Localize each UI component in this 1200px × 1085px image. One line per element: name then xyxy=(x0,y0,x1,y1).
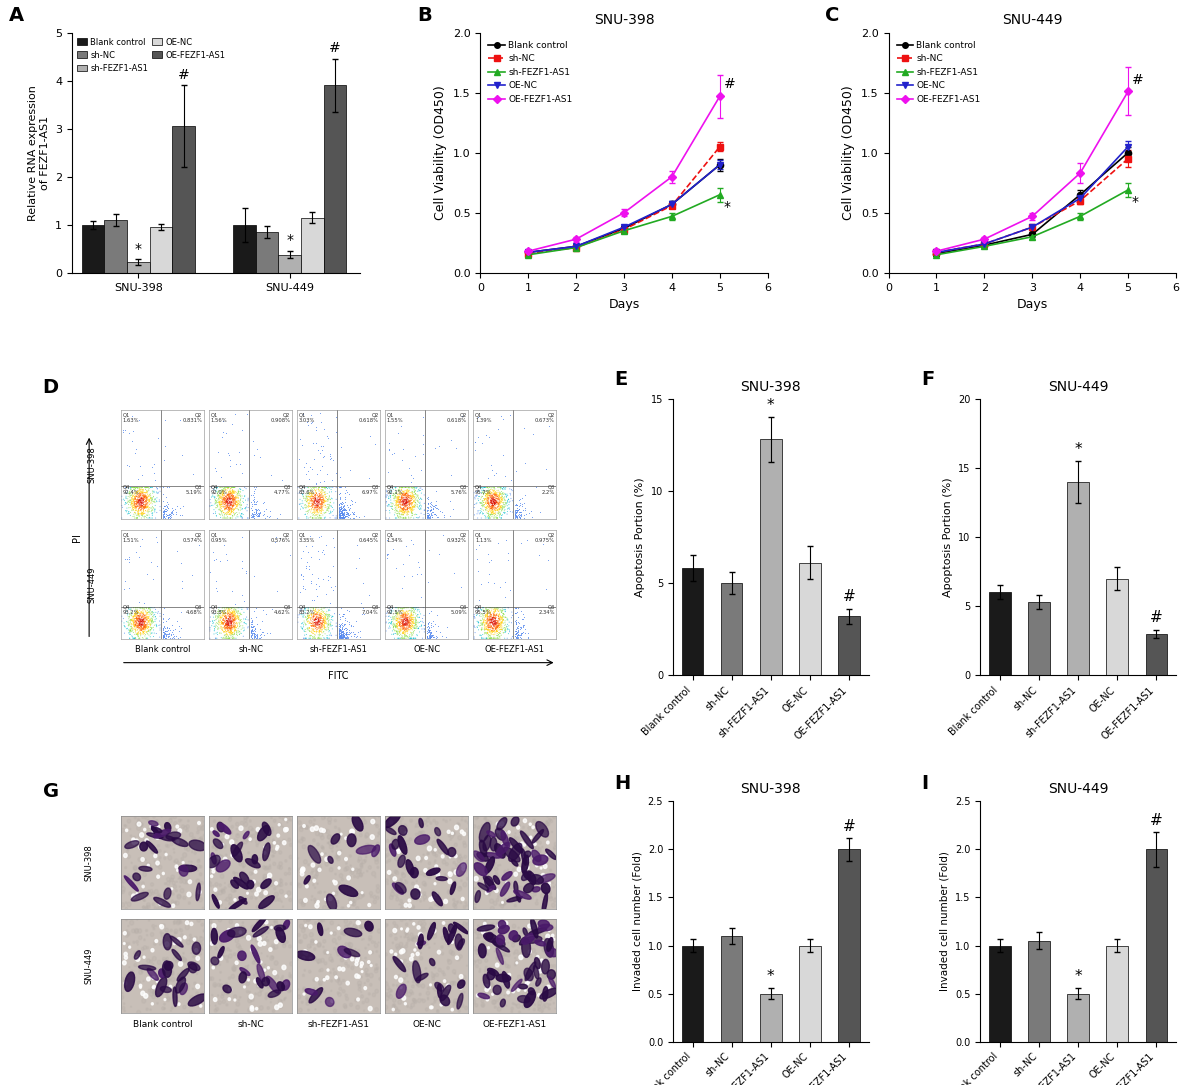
Y-axis label: Relative RNA expression
of FEZF1-AS1: Relative RNA expression of FEZF1-AS1 xyxy=(28,85,49,220)
Bar xyxy=(324,86,347,272)
Text: C: C xyxy=(826,5,840,25)
Title: SNU-449: SNU-449 xyxy=(1002,13,1062,27)
Text: #: # xyxy=(842,589,856,604)
Bar xyxy=(760,994,781,1042)
Text: *: * xyxy=(287,233,293,247)
Bar xyxy=(839,850,859,1042)
Text: E: E xyxy=(614,370,628,390)
Bar xyxy=(760,439,781,675)
Title: SNU-449: SNU-449 xyxy=(1048,380,1109,394)
Text: H: H xyxy=(614,775,630,793)
Text: #: # xyxy=(178,67,190,81)
Legend: Blank control, sh-NC, sh-FEZF1-AS1, OE-NC, OE-FEZF1-AS1: Blank control, sh-NC, sh-FEZF1-AS1, OE-N… xyxy=(893,37,984,107)
Text: #: # xyxy=(724,77,736,91)
Text: #: # xyxy=(1132,73,1144,87)
Text: #: # xyxy=(1150,611,1163,625)
Bar xyxy=(721,583,743,675)
Text: #: # xyxy=(842,819,856,834)
Text: *: * xyxy=(767,969,775,984)
Bar xyxy=(1146,634,1168,675)
Text: sh-NC: sh-NC xyxy=(238,1020,264,1029)
Bar xyxy=(172,126,194,272)
Text: *: * xyxy=(1132,194,1139,208)
Bar xyxy=(1146,850,1168,1042)
Text: OE-FEZF1-AS1: OE-FEZF1-AS1 xyxy=(485,644,545,654)
Title: SNU-398: SNU-398 xyxy=(740,380,802,394)
Y-axis label: Apoptosis Portion (%): Apoptosis Portion (%) xyxy=(635,477,646,597)
Text: *: * xyxy=(1074,442,1082,457)
Text: G: G xyxy=(43,781,59,801)
Bar xyxy=(989,592,1010,675)
Bar xyxy=(1028,602,1050,675)
Text: Blank control: Blank control xyxy=(133,1020,192,1029)
Text: I: I xyxy=(922,775,929,793)
Text: #: # xyxy=(1150,814,1163,828)
Y-axis label: Cell Viability (OD450): Cell Viability (OD450) xyxy=(434,86,448,220)
Text: Blank control: Blank control xyxy=(134,644,191,654)
X-axis label: Days: Days xyxy=(608,298,640,311)
Title: SNU-398: SNU-398 xyxy=(740,782,802,796)
Text: *: * xyxy=(134,242,142,255)
Text: OE-NC: OE-NC xyxy=(413,1020,442,1029)
Legend: Blank control, sh-NC, sh-FEZF1-AS1, OE-NC, OE-FEZF1-AS1: Blank control, sh-NC, sh-FEZF1-AS1, OE-N… xyxy=(485,37,576,107)
Bar xyxy=(150,227,172,272)
Title: SNU-449: SNU-449 xyxy=(1048,782,1109,796)
Text: sh-NC: sh-NC xyxy=(238,644,263,654)
Y-axis label: Invaded cell number (Fold): Invaded cell number (Fold) xyxy=(940,852,949,992)
Bar xyxy=(799,945,821,1042)
Text: D: D xyxy=(43,379,59,397)
Bar xyxy=(721,936,743,1042)
Bar xyxy=(682,569,703,675)
Bar xyxy=(989,945,1010,1042)
Text: *: * xyxy=(1074,969,1082,984)
Legend: Blank control, sh-NC, sh-FEZF1-AS1, OE-NC, OE-FEZF1-AS1: Blank control, sh-NC, sh-FEZF1-AS1, OE-N… xyxy=(76,37,227,74)
Bar xyxy=(1067,994,1088,1042)
Bar xyxy=(104,220,127,272)
Text: OE-FEZF1-AS1: OE-FEZF1-AS1 xyxy=(482,1020,547,1029)
Bar xyxy=(256,232,278,272)
Bar xyxy=(82,225,104,272)
Bar xyxy=(1028,941,1050,1042)
Text: F: F xyxy=(922,370,935,390)
Text: *: * xyxy=(767,398,775,412)
Bar xyxy=(301,217,324,272)
Bar xyxy=(682,945,703,1042)
Text: #: # xyxy=(329,41,341,55)
Y-axis label: Cell Viability (OD450): Cell Viability (OD450) xyxy=(842,86,856,220)
Text: sh-FEZF1-AS1: sh-FEZF1-AS1 xyxy=(307,1020,370,1029)
Bar xyxy=(799,563,821,675)
Y-axis label: Apoptosis Portion (%): Apoptosis Portion (%) xyxy=(943,477,953,597)
Bar xyxy=(233,225,256,272)
Text: B: B xyxy=(418,5,432,25)
Bar xyxy=(1106,578,1128,675)
Bar xyxy=(127,263,150,272)
Text: sh-FEZF1-AS1: sh-FEZF1-AS1 xyxy=(310,644,367,654)
Text: A: A xyxy=(8,5,24,25)
Bar xyxy=(839,616,859,675)
Bar xyxy=(1067,482,1088,675)
Bar xyxy=(278,255,301,272)
Bar xyxy=(1106,945,1128,1042)
Text: FITC: FITC xyxy=(329,671,349,681)
Text: OE-NC: OE-NC xyxy=(413,644,440,654)
Y-axis label: Invaded cell number (Fold): Invaded cell number (Fold) xyxy=(632,852,642,992)
Title: SNU-398: SNU-398 xyxy=(594,13,654,27)
Text: PI: PI xyxy=(72,533,82,541)
X-axis label: Days: Days xyxy=(1016,298,1048,311)
Text: *: * xyxy=(724,200,731,214)
